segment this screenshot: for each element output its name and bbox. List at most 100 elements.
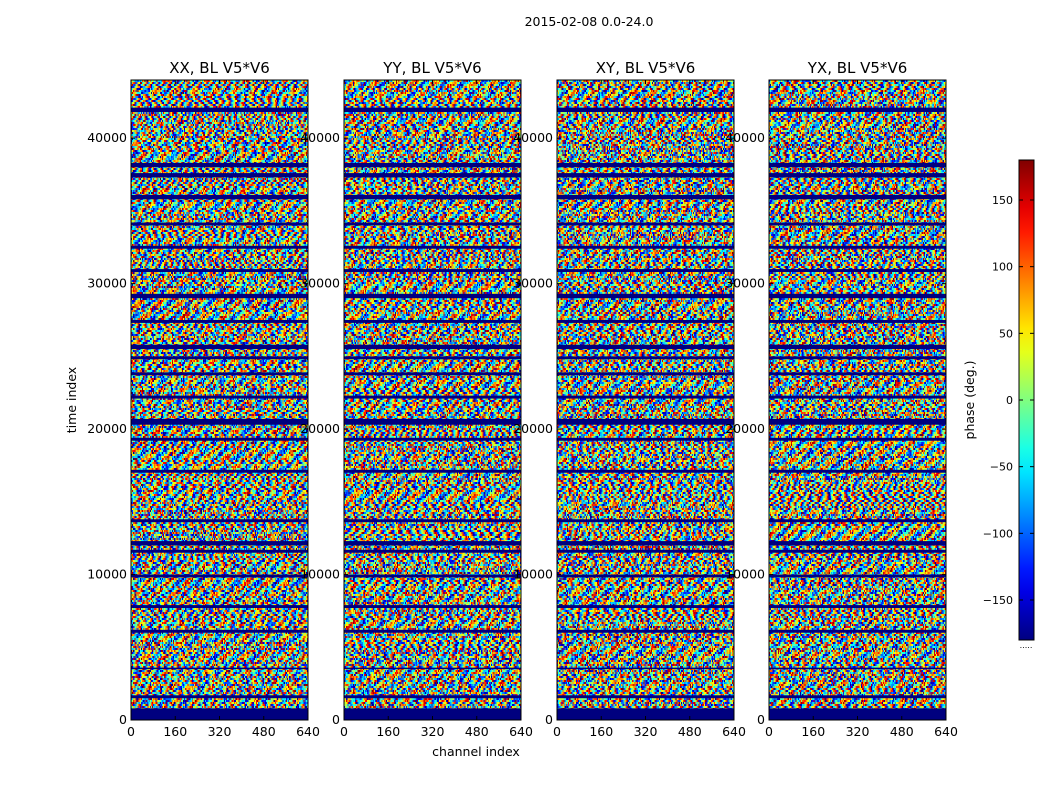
colorbar: 150 100 50 0 −50 −100 −150 (983, 159, 1035, 641)
y-tick-label: 20000 (87, 421, 127, 436)
y-tick-label: 10000 (300, 567, 340, 582)
panel-2: YY, BL V5*V6 0 160 320 480 640 0 10000 20000 3000… (300, 59, 533, 739)
flagged-row (131, 549, 308, 553)
flagged-row (557, 245, 734, 249)
flagged-row (344, 162, 521, 168)
y-tick-label: 10000 (87, 567, 127, 582)
colorbar-tick-label: 100 (992, 261, 1013, 274)
flagged-row (557, 695, 734, 699)
panels: XX, BL V5*V6 0 160 320 480 640 0 10000 20000 3000… (87, 59, 958, 739)
panel-1: XX, BL V5*V6 0 160 320 480 640 0 10000 20000 3000… (87, 59, 320, 739)
y-tick-label: 10000 (513, 567, 553, 582)
flagged-row (131, 245, 308, 249)
flagged-row (557, 437, 734, 441)
flagged-row (769, 469, 946, 473)
flagged-row (344, 395, 521, 399)
flagged-row (344, 469, 521, 473)
x-tick-label: 0 (127, 724, 135, 739)
panel-title: YX, BL V5*V6 (807, 59, 908, 77)
flagged-row (557, 667, 734, 670)
flagged-row (557, 605, 734, 608)
x-tick-label: 640 (509, 724, 533, 739)
x-tick-label: 320 (846, 724, 870, 739)
flagged-row (557, 344, 734, 350)
y-tick-label: 40000 (300, 130, 340, 145)
colorbar-tick-label: 0 (1006, 394, 1013, 407)
flagged-row (769, 162, 946, 168)
y-tick-label: 40000 (87, 130, 127, 145)
flagged-row (769, 222, 946, 226)
flagged-row (131, 194, 308, 200)
y-tick-label: 0 (757, 712, 765, 727)
colorbar-gradient (1019, 160, 1034, 640)
flagged-row (769, 356, 946, 360)
x-tick-label: 640 (934, 724, 958, 739)
flagged-row (131, 469, 308, 473)
flagged-row (769, 293, 946, 299)
panel-4: YX, BL V5*V6 0 160 320 480 640 0 10000 20000 3000… (725, 59, 958, 739)
y-tick-label: 20000 (725, 421, 765, 436)
flagged-row (769, 574, 946, 578)
flagged-row (344, 708, 521, 720)
flagged-row (344, 245, 521, 249)
flagged-row (769, 372, 946, 376)
flagged-row (344, 269, 521, 272)
flagged-row (769, 269, 946, 272)
flagged-row (557, 293, 734, 299)
panel-title: XY, BL V5*V6 (596, 59, 696, 77)
y-tick-label: 20000 (513, 421, 553, 436)
flagged-row (344, 541, 521, 546)
x-tick-label: 480 (678, 724, 702, 739)
phase-heatmap-image (131, 80, 308, 720)
flagged-row (131, 667, 308, 670)
flagged-row (344, 519, 521, 523)
flagged-row (131, 107, 308, 112)
x-tick-label: 480 (252, 724, 276, 739)
flagged-row (344, 107, 521, 112)
x-tick-label: 160 (376, 724, 400, 739)
flagged-row (131, 372, 308, 376)
flagged-row (344, 173, 521, 178)
flagged-row (344, 344, 521, 350)
flagged-row (769, 629, 946, 633)
flagged-row (131, 293, 308, 299)
colorbar-tick-label: −150 (983, 594, 1013, 607)
x-tick-label: 640 (722, 724, 746, 739)
flagged-row (769, 437, 946, 441)
flagged-row (769, 605, 946, 608)
x-tick-label: 320 (634, 724, 658, 739)
flagged-row (557, 549, 734, 553)
panel-title: XX, BL V5*V6 (169, 59, 270, 77)
flagged-row (557, 541, 734, 546)
flagged-row (344, 356, 521, 360)
colorbar-label: phase (deg.) (962, 361, 977, 440)
x-tick-label: 320 (421, 724, 445, 739)
flagged-row (344, 320, 521, 323)
colorbar-tick-label: 150 (992, 194, 1013, 207)
flagged-row (769, 667, 946, 670)
flagged-row (769, 519, 946, 523)
y-tick-label: 30000 (513, 276, 553, 291)
flagged-row (131, 395, 308, 399)
flagged-row (557, 222, 734, 226)
flagged-row (557, 372, 734, 376)
y-tick-label: 10000 (725, 567, 765, 582)
x-tick-label: 160 (801, 724, 825, 739)
x-tick-label: 480 (890, 724, 914, 739)
flagged-row (769, 695, 946, 699)
flagged-row (131, 162, 308, 168)
colorbar-foot: ..... (1020, 641, 1033, 650)
flagged-row (131, 437, 308, 441)
flagged-row (131, 695, 308, 699)
flagged-row (769, 418, 946, 425)
flagged-row (557, 629, 734, 633)
y-tick-label: 0 (119, 712, 127, 727)
flagged-row (557, 162, 734, 168)
flagged-row (769, 107, 946, 112)
flagged-row (557, 320, 734, 323)
flagged-row (344, 372, 521, 376)
x-tick-label: 160 (163, 724, 187, 739)
flagged-row (557, 194, 734, 200)
flagged-row (557, 469, 734, 473)
